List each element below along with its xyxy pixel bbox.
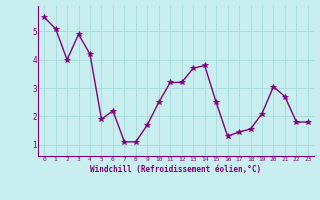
X-axis label: Windchill (Refroidissement éolien,°C): Windchill (Refroidissement éolien,°C) <box>91 165 261 174</box>
